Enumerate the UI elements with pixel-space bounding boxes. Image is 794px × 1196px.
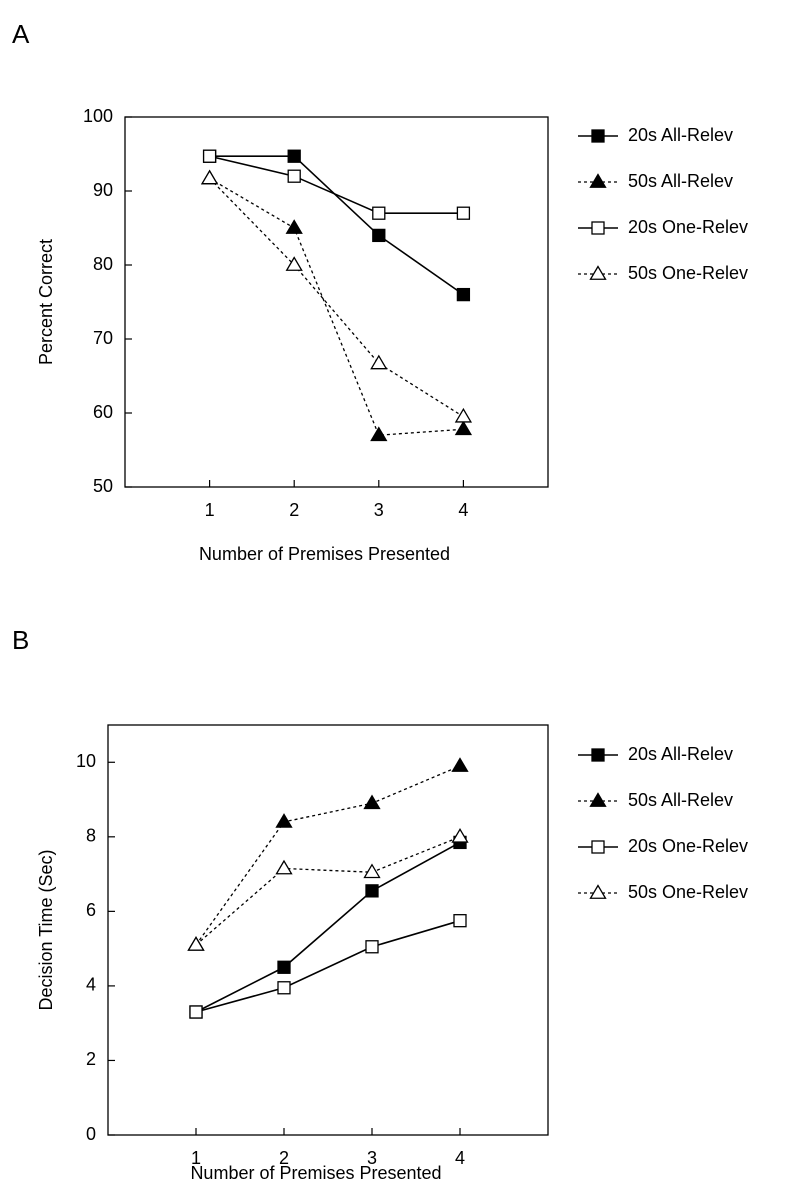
series-50s-all-relev [187,757,469,951]
y-tick-label: 4 [86,975,96,995]
legend-label: 50s One-Relev [628,263,748,283]
y-tick-label: 6 [86,900,96,920]
data-point [451,757,469,772]
series-20s-all-relev [189,835,467,1019]
legend-marker [591,221,605,235]
plot-frame [107,724,549,1136]
data-point [202,149,217,163]
y-tick-label: 0 [86,1124,96,1144]
data-point [363,794,381,810]
data-point [363,863,381,879]
series-50s-all-relev [200,169,473,442]
series-line [195,919,461,1013]
data-point [189,1005,203,1019]
series-line [209,155,464,296]
series-20s-one-relev [202,149,471,220]
y-tick-label: 90 [93,180,113,200]
legend-label: 20s All-Relev [628,125,733,145]
data-point [285,256,303,271]
series-line [195,765,461,946]
x-tick-label: 4 [455,1148,465,1168]
data-point [451,828,469,843]
chart-panel-a: A 50 60 70 80 90 100 1 2 3 4 Number of Premises Pre… [12,19,748,564]
data-point [365,940,379,954]
series-line [195,841,461,1013]
x-axis-title: Number of Premises Presented [190,1163,441,1183]
y-axis-title: Decision Time (Sec) [36,849,56,1010]
data-point [275,859,293,875]
data-point [365,884,379,898]
legend-label: 20s One-Relev [628,836,748,856]
data-point [456,206,471,220]
legend-entry: 20s All-Relev [578,744,733,764]
legend-label: 50s One-Relev [628,882,748,902]
x-axis-title: Number of Premises Presented [199,544,450,564]
legend-marker [591,748,605,762]
legend-marker [589,792,607,807]
series-line [209,155,464,214]
y-tick-label: 50 [93,476,113,496]
x-tick-label: 4 [458,500,468,520]
y-tick-label: 80 [93,254,113,274]
legend-entry: 50s All-Relev [578,171,733,191]
data-point [275,813,293,828]
x-tick-label: 2 [289,500,299,520]
data-point [187,936,205,951]
x-tick-label: 1 [191,1148,201,1168]
legend-entry: 20s All-Relev [578,125,733,145]
y-tick-label: 70 [93,328,113,348]
series-line [209,177,464,418]
x-tick-label: 3 [374,500,384,520]
series-50s-one-relev [187,828,469,951]
data-point [370,354,388,370]
data-point [453,914,467,928]
y-tick-label: 10 [76,751,96,771]
y-tick-label: 100 [83,106,113,126]
legend-entry: 50s All-Relev [578,790,733,810]
legend-marker [591,129,605,143]
legend-entry: 20s One-Relev [578,217,748,237]
y-tick-label: 60 [93,402,113,422]
series-20s-all-relev [202,149,471,302]
y-axis-title: Percent Correct [36,239,56,365]
data-point [285,219,303,234]
x-tick-label: 2 [279,1148,289,1168]
data-point [200,169,219,185]
series-20s-one-relev [189,914,467,1019]
legend-entry: 20s One-Relev [578,836,748,856]
legend-entry: 50s One-Relev [578,882,748,902]
y-tick-label: 8 [86,826,96,846]
x-tick-label: 1 [205,500,215,520]
data-point [372,206,386,220]
data-point [372,228,386,243]
legend-marker [589,884,607,899]
legend-marker [591,840,605,854]
x-tick-label: 3 [367,1148,377,1168]
y-tick-label: 2 [86,1049,96,1069]
series-50s-one-relev [200,169,473,423]
data-point [277,981,291,995]
legend-marker [589,173,607,188]
series-line [209,177,464,436]
plot-frame [124,116,549,488]
data-point [454,407,473,423]
data-point [277,960,291,974]
data-point [370,426,388,442]
data-point [454,420,473,436]
legend-label: 50s All-Relev [628,171,733,191]
panel-letter: B [12,625,29,655]
legend-label: 20s All-Relev [628,744,733,764]
legend-entry: 50s One-Relev [578,263,748,283]
panel-letter: A [12,19,30,49]
data-point [287,169,301,183]
series-line [195,836,461,946]
legend-label: 20s One-Relev [628,217,748,237]
data-point [287,149,301,163]
data-point [456,287,471,302]
legend-label: 50s All-Relev [628,790,733,810]
legend-marker [589,265,607,280]
